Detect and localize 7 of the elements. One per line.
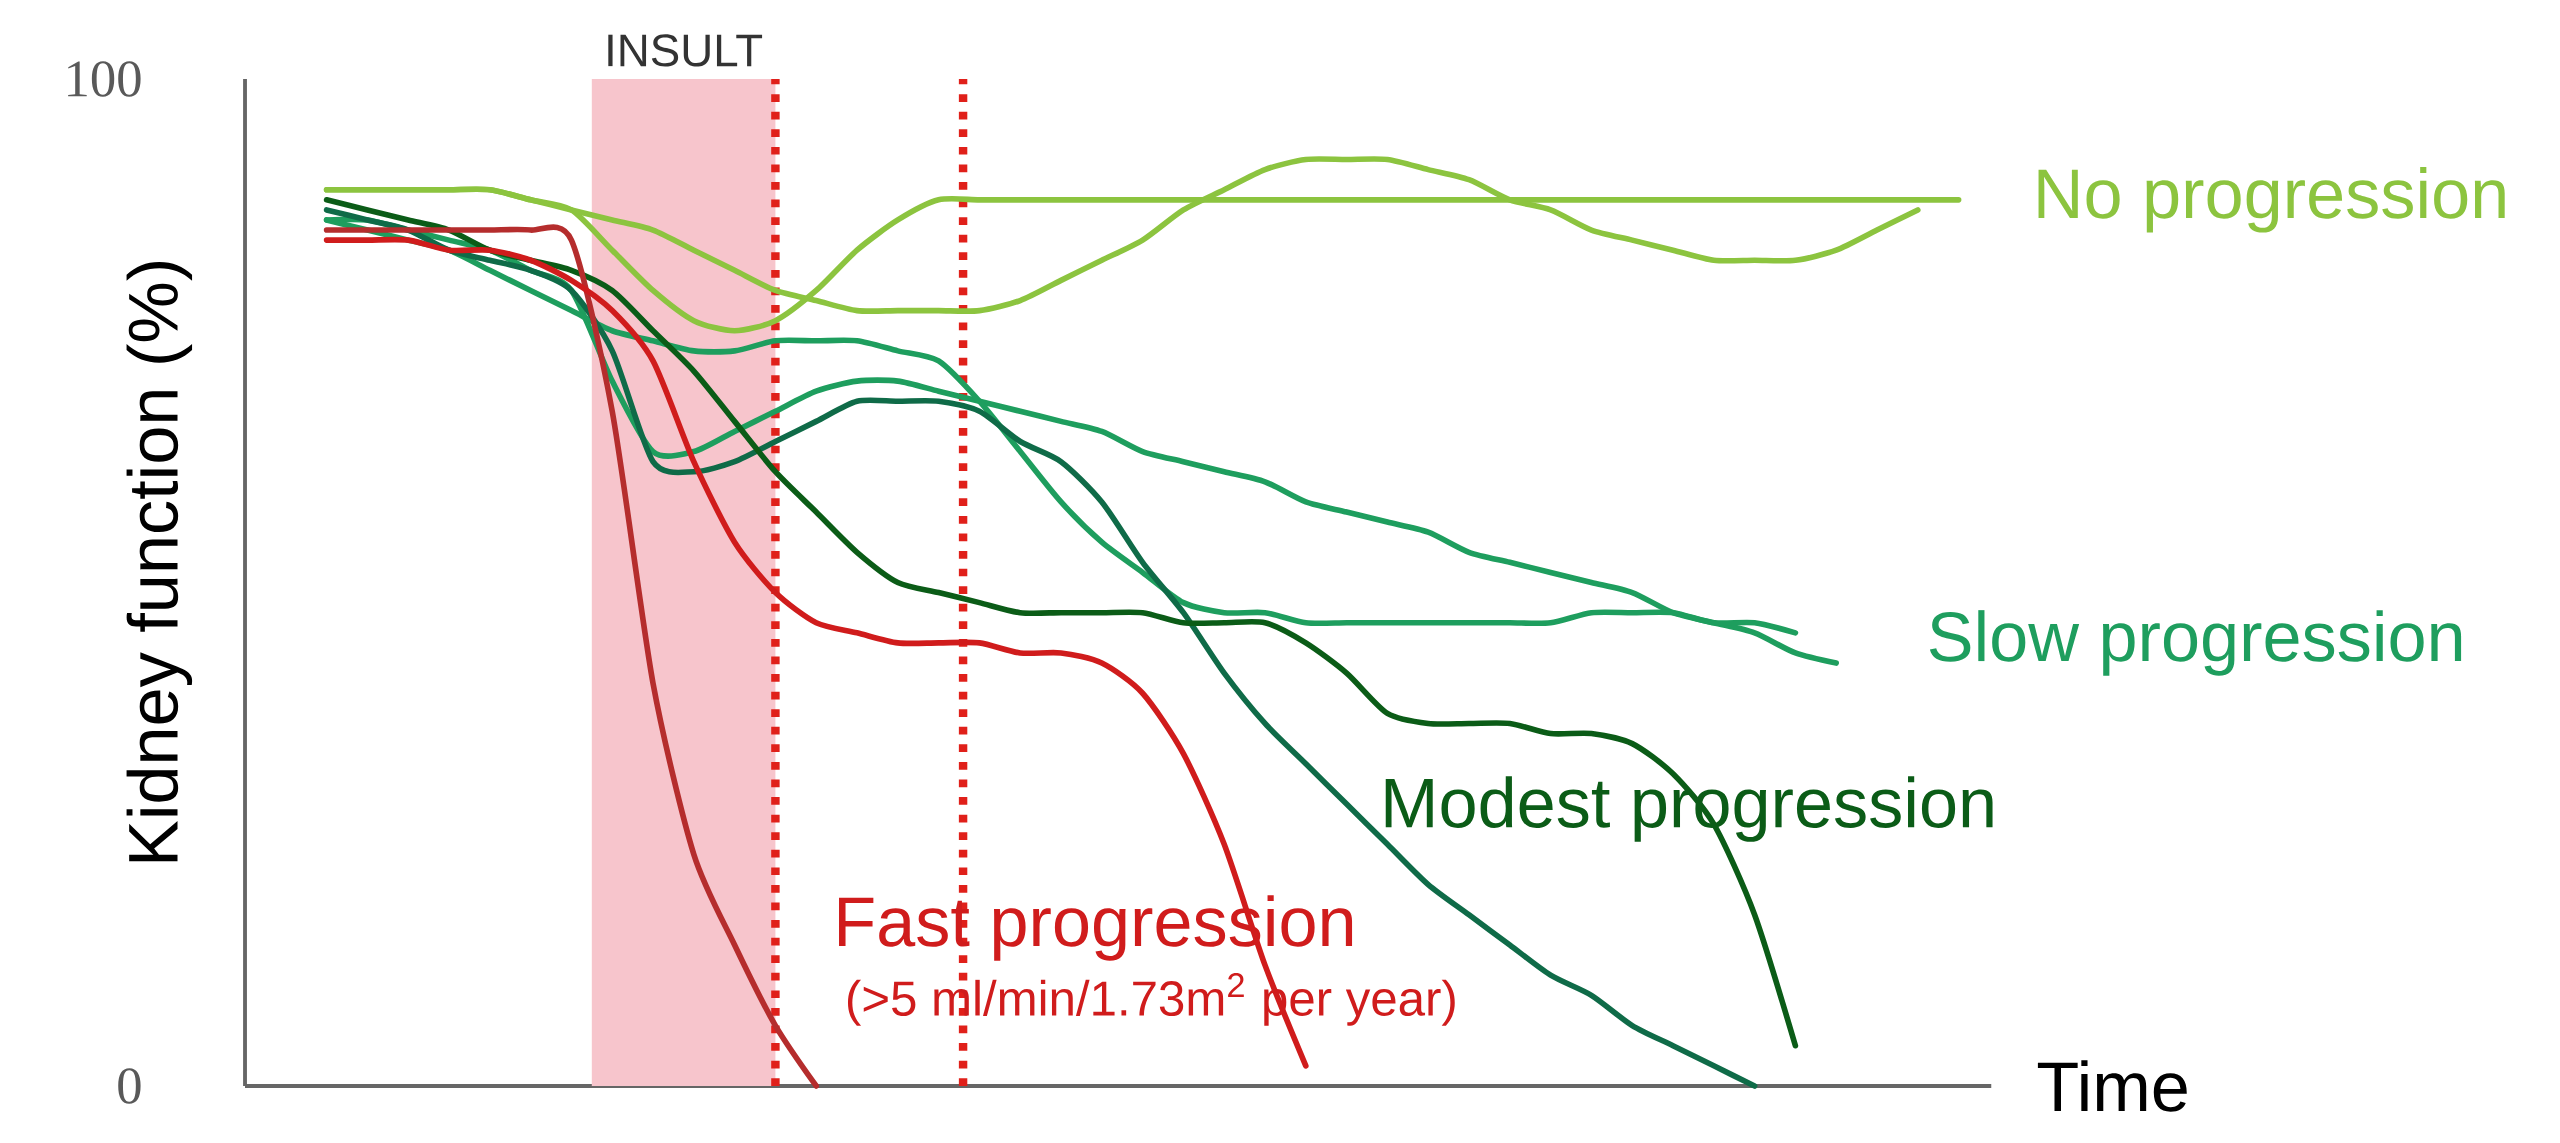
y-tick-label: 100: [68, 61, 141, 97]
x-axis-title: Time: [2037, 1060, 2187, 1112]
y-tick-label: 0: [118, 1068, 141, 1104]
text: INSULT: [608, 34, 763, 67]
series-label: Slow progression: [1929, 610, 2462, 676]
series-label: No progression: [2038, 167, 2505, 233]
y-axis-title: Kidney function (%): [126, 262, 193, 862]
